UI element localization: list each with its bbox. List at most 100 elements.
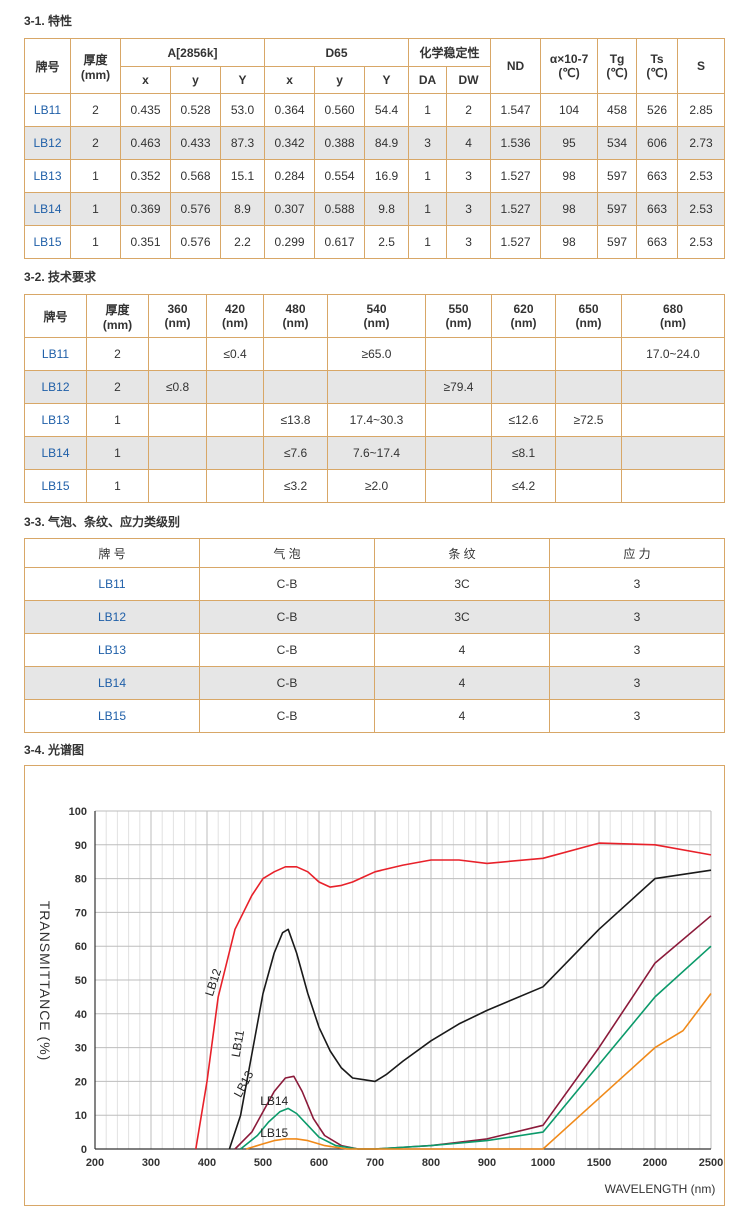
table-cell: 0.342 [264, 126, 316, 160]
table-cell [206, 436, 264, 470]
header-col-0: 牌 号 [24, 538, 200, 568]
table-cell: 3C [374, 567, 550, 601]
table-cell: 1 [408, 225, 448, 259]
properties-table: 牌号 厚度 (mm) A[2856k] D65 化学稳定性 ND α×10-7 (℃) Tg (℃)… [24, 38, 726, 259]
table-cell: C-B [199, 600, 375, 634]
brand-code: LB13 [24, 633, 200, 667]
table-cell: 3 [549, 600, 725, 634]
series-line-lb13 [234, 915, 712, 1150]
table-cell: ≤0.4 [206, 337, 264, 371]
table-cell: 1 [408, 192, 448, 226]
technical-requirements-table: 牌号 厚度 (mm) 360 (nm) 420 (nm) 480 (nm) 540 (nm) 550(… [24, 294, 725, 503]
table-cell: 0.351 [120, 225, 171, 259]
table-cell: 15.1 [219, 159, 266, 193]
brand-code: LB12 [24, 370, 87, 404]
table-cell: 2.5 [364, 225, 410, 259]
table-row: LB15 1 0.351 0.576 2.2 0.299 0.617 2.5 1 3 1.527 98… [24, 225, 726, 259]
table-cell: ≤13.8 [263, 403, 328, 437]
table-cell: 0.554 [314, 159, 366, 193]
table-cell: 3 [549, 633, 725, 667]
table-cell: 0.299 [264, 225, 316, 259]
section-title-spectrum: 3-4. 光谱图 [24, 743, 85, 757]
table-cell: 3 [549, 567, 725, 601]
x-tick-label: 1000 [531, 1157, 555, 1169]
table-cell: 1 [70, 159, 121, 193]
table-cell: 95 [540, 126, 599, 160]
header-a-x: x [120, 66, 171, 94]
table-cell: 0.433 [170, 126, 221, 160]
x-tick-label: 900 [478, 1157, 496, 1169]
defect-grades-table: 牌 号气 泡条 纹应 力 LB11 C-B 3C 3 LB12 C-B 3C 3 LB13 C-B 4… [24, 538, 725, 733]
table-cell: 2 [70, 126, 121, 160]
table-cell: 84.9 [364, 126, 410, 160]
table-row: LB14 C-B 4 3 [24, 666, 725, 700]
table-cell: 9.8 [364, 192, 410, 226]
table-cell [491, 370, 556, 404]
table-cell [621, 436, 725, 470]
table-row: LB12 C-B 3C 3 [24, 600, 725, 634]
x-tick-label: 600 [310, 1157, 328, 1169]
header-col-0: 牌号 [24, 294, 87, 338]
table-cell: 4 [374, 633, 550, 667]
table-cell: 0.435 [120, 93, 171, 127]
table-cell: 2 [86, 370, 149, 404]
table-cell: ≤8.1 [491, 436, 556, 470]
table-cell: 0.528 [170, 93, 221, 127]
table-row: LB12 2 ≤0.8 ≥79.4 [24, 370, 725, 404]
table-cell [425, 403, 492, 437]
y-tick-label: 80 [75, 874, 87, 886]
table-cell: 3C [374, 600, 550, 634]
table-cell: 0.588 [314, 192, 366, 226]
table-cell [148, 436, 207, 470]
series-line-lb15 [245, 993, 712, 1150]
table-row: LB13 C-B 4 3 [24, 633, 725, 667]
y-tick-label: 30 [75, 1043, 87, 1055]
table-cell: 2.53 [677, 225, 726, 259]
table-cell: 0.560 [314, 93, 366, 127]
table-row: LB11 2 ≤0.4 ≥65.0 17.0~24.0 [24, 337, 725, 371]
header-da: DA [408, 66, 448, 94]
table-cell: 597 [597, 192, 638, 226]
header-a-y: y [170, 66, 221, 94]
brand-code: LB15 [24, 469, 87, 503]
header-d65-y: y [314, 66, 366, 94]
table-cell: ≥79.4 [425, 370, 492, 404]
brand-code: LB14 [24, 192, 71, 226]
y-tick-label: 20 [75, 1076, 87, 1088]
table-cell: 458 [597, 93, 638, 127]
header-col-2: 条 纹 [374, 538, 550, 568]
table-cell [555, 469, 622, 503]
table-cell [263, 337, 328, 371]
x-tick-label: 200 [86, 1157, 104, 1169]
section-title-properties: 3-1. 特性 [24, 14, 73, 28]
table-cell: ≤4.2 [491, 469, 556, 503]
x-tick-label: 400 [198, 1157, 216, 1169]
table-cell: ≥65.0 [327, 337, 426, 371]
y-tick-label: 100 [69, 806, 87, 818]
table-row: LB11 2 0.435 0.528 53.0 0.364 0.560 54.4 1 2 1.547… [24, 93, 726, 127]
table-row: LB11 C-B 3C 3 [24, 567, 725, 601]
table-cell: 3 [549, 699, 725, 733]
brand-code: LB12 [24, 126, 71, 160]
table-cell: 0.352 [120, 159, 171, 193]
table-row: LB15 C-B 4 3 [24, 699, 725, 733]
section-title-defect-grades: 3-3. 气泡、条纹、应力类级别 [24, 515, 181, 529]
header-col-3: 420 (nm) [206, 294, 264, 338]
spectrum-chart-frame: 200 300 400 500 600 700 800 900 1000 1500 2000 2500… [24, 765, 725, 1206]
header-col-8: 650 (nm) [555, 294, 622, 338]
table-cell: 4 [374, 699, 550, 733]
x-tick-label: 1500 [587, 1157, 611, 1169]
header-ts: Ts (℃) [636, 38, 679, 94]
table-cell [206, 370, 264, 404]
table-cell: 0.617 [314, 225, 366, 259]
header-thickness: 厚度 (mm) [70, 38, 121, 94]
table-cell: 2 [70, 93, 121, 127]
table-cell: 3 [408, 126, 448, 160]
header-nd: ND [490, 38, 542, 94]
table-cell: 0.284 [264, 159, 316, 193]
table-cell: 98 [540, 225, 599, 259]
table-cell: 0.463 [120, 126, 171, 160]
table-row: LB14 1 0.369 0.576 8.9 0.307 0.588 9.8 1 3 1.527 98… [24, 192, 726, 226]
table-cell: 1 [70, 225, 121, 259]
header-col-1: 气 泡 [199, 538, 375, 568]
